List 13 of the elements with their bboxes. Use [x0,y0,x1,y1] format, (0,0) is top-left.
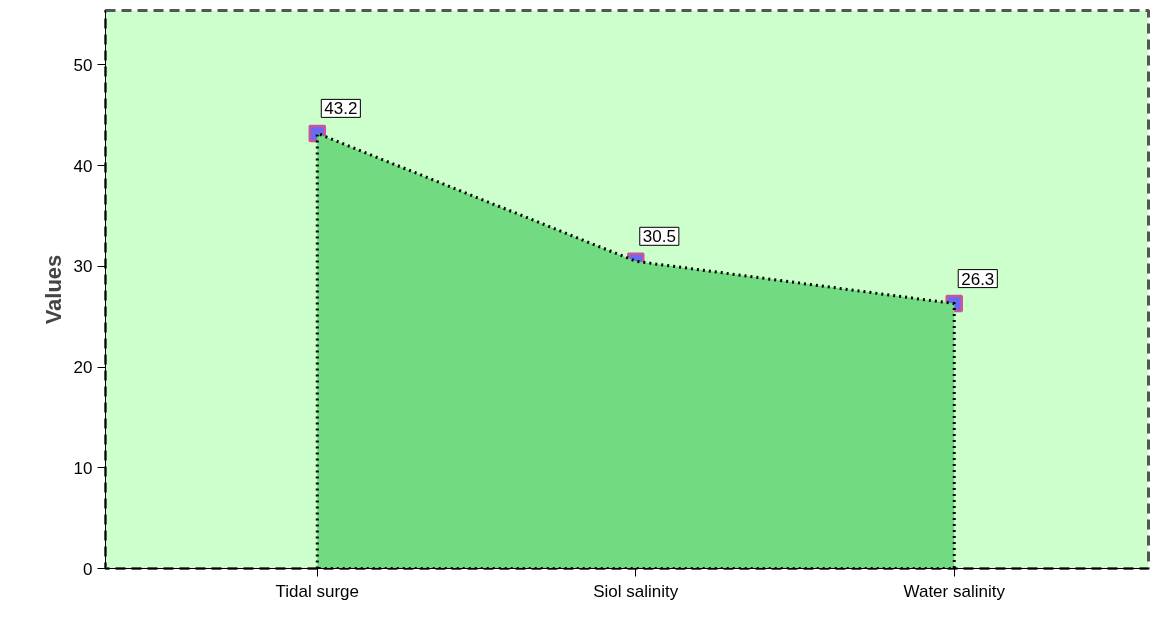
y-tick-label: 30 [73,257,93,277]
x-tick-label: Tidal surge [275,581,360,601]
x-tick-label: Water salinity [903,581,1006,601]
y-tick-label: 10 [73,458,93,478]
data-label: 26.3 [961,269,995,289]
y-tick-label: 40 [73,156,93,176]
x-tick-label: Siol salinity [593,581,679,601]
data-label: 43.2 [324,99,358,119]
y-tick-label: 20 [73,358,93,378]
y-axis-title: Values [40,254,66,325]
y-tick-label: 50 [73,55,93,75]
y-tick-label: 0 [83,559,93,579]
data-label: 30.5 [642,227,676,247]
